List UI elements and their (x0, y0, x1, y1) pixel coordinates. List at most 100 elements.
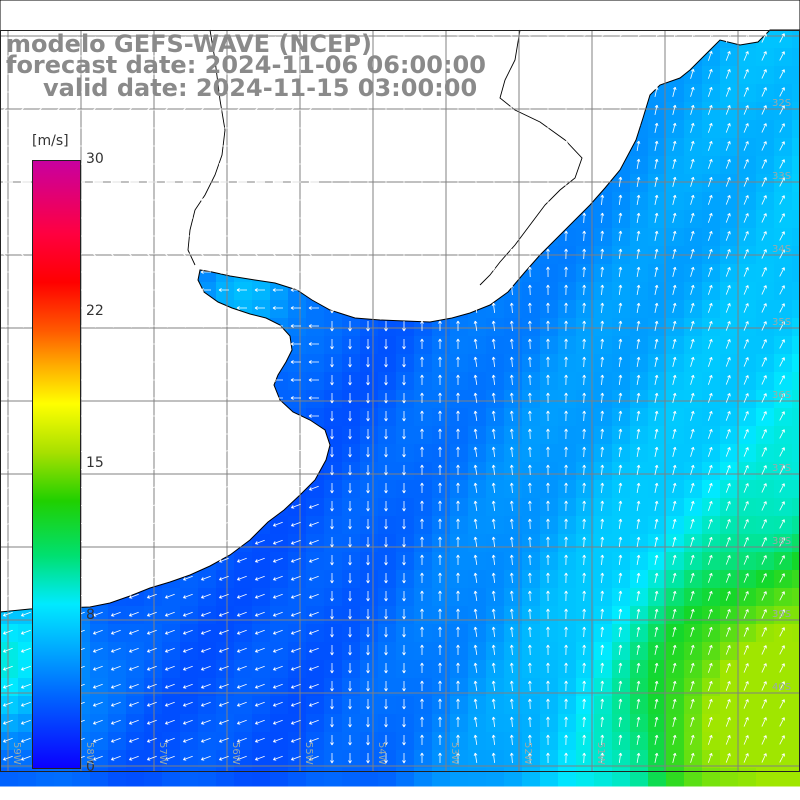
wind-arrow (348, 303, 352, 314)
wind-cell (360, 480, 379, 499)
wind-cell (612, 552, 631, 571)
wind-arrow (546, 302, 550, 314)
wind-cell (666, 174, 685, 193)
wind-arrow (546, 698, 550, 710)
wind-arrow (330, 501, 334, 512)
wind-arrow (218, 467, 229, 473)
wind-arrow (2, 701, 13, 707)
wind-arrow (218, 575, 229, 581)
wind-arrow (330, 303, 334, 314)
wind-cell (648, 606, 667, 625)
wind-arrow (308, 198, 319, 202)
wind-arrow (725, 609, 731, 619)
wind-arrow (236, 90, 247, 94)
wind-arrow (110, 593, 121, 599)
wind-arrow (708, 122, 713, 133)
wind-arrow (582, 716, 587, 728)
wind-cell (630, 318, 649, 337)
wind-cell (756, 318, 775, 337)
wind-cell (774, 372, 793, 391)
wind-arrow (272, 144, 283, 148)
wind-cell (234, 714, 253, 733)
wind-arrow (725, 555, 731, 565)
wind-arrow (384, 357, 388, 368)
wind-cell (396, 570, 415, 589)
wind-cell (738, 264, 757, 283)
wind-arrow (438, 302, 442, 313)
wind-cell (504, 300, 523, 319)
wind-arrow (491, 428, 496, 440)
wind-cell (702, 336, 721, 355)
wind-cell (360, 660, 379, 679)
wind-cell (18, 750, 37, 769)
wind-cell (270, 282, 289, 301)
wind-cell (666, 750, 685, 769)
wind-cell (180, 696, 199, 715)
wind-cell (612, 498, 631, 517)
wind-arrow (473, 464, 478, 475)
wind-arrow (164, 755, 175, 761)
wind-cell (774, 102, 793, 121)
wind-arrow (330, 753, 334, 764)
wind-arrow (384, 753, 388, 764)
wind-arrow (92, 54, 103, 58)
wind-cell (774, 120, 793, 139)
wind-arrow (20, 216, 31, 220)
wind-arrow (761, 465, 767, 475)
wind-arrow (509, 338, 514, 350)
wind-cell (0, 660, 19, 679)
wind-arrow (366, 717, 370, 728)
wind-cell (504, 642, 523, 661)
wind-cell (234, 696, 253, 715)
wind-arrow (527, 644, 532, 656)
wind-arrow (110, 36, 121, 40)
wind-arrow (708, 752, 713, 763)
wind-arrow (92, 503, 103, 509)
wind-arrow (743, 717, 749, 727)
wind-arrow (636, 626, 641, 637)
wind-arrow (761, 303, 767, 313)
wind-cell (522, 336, 541, 355)
wind-cell (558, 498, 577, 517)
wind-arrow (92, 539, 103, 545)
wind-arrow (110, 647, 121, 653)
wind-cell (144, 642, 163, 661)
wind-cell (396, 408, 415, 427)
wind-cell (702, 768, 721, 787)
wind-arrow (384, 141, 388, 152)
wind-cell (324, 678, 343, 697)
wind-cell (738, 228, 757, 247)
wind-arrow (456, 554, 460, 565)
wind-arrow (110, 378, 121, 382)
wind-cell (504, 768, 523, 787)
wind-arrow (290, 108, 301, 112)
wind-arrow (308, 216, 319, 220)
wind-arrow (509, 248, 514, 260)
wind-arrow (672, 266, 677, 277)
wind-arrow (708, 590, 713, 601)
wind-arrow (308, 378, 319, 382)
wind-arrow (654, 428, 659, 439)
wind-arrow (618, 554, 623, 566)
wind-arrow (254, 647, 265, 653)
wind-cell (396, 714, 415, 733)
wind-arrow (438, 284, 442, 295)
wind-cell (720, 138, 739, 157)
wind-cell (288, 570, 307, 589)
wind-arrow (618, 158, 623, 170)
wind-cell (432, 498, 451, 517)
wind-cell (90, 660, 109, 679)
wind-arrow (2, 306, 13, 310)
wind-cell (648, 174, 667, 193)
wind-arrow (509, 698, 514, 710)
wind-cell (162, 696, 181, 715)
wind-arrow (38, 72, 49, 76)
wind-arrow (618, 356, 623, 368)
wind-arrow (761, 285, 767, 295)
wind-cell (774, 750, 793, 769)
wind-arrow (2, 647, 13, 653)
wind-arrow (438, 266, 442, 277)
wind-cell (756, 750, 775, 769)
wind-arrow (761, 591, 767, 601)
wind-arrow (546, 68, 550, 80)
